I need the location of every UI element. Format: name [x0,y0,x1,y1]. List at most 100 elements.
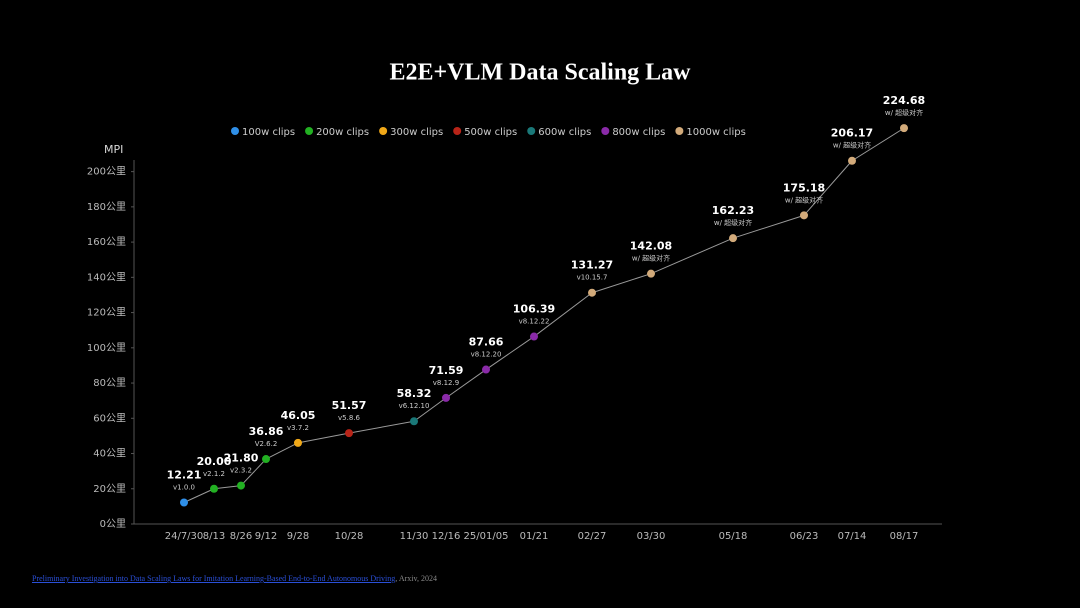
connector [591,273,652,294]
x-tick-label: 11/30 [400,531,429,542]
point [180,498,188,507]
value-label: 51.57 [332,399,367,412]
value-label: 12.21 [167,468,202,481]
annotation: v3.7.2 [287,424,309,432]
legend-label: 100w clips [242,127,295,138]
y-tick-label: 100公里 [87,342,126,354]
x-tick-label: 03/30 [637,531,666,542]
point [442,393,450,402]
connector [183,488,215,503]
point [729,234,737,243]
connector [240,458,267,486]
point [848,156,856,165]
x-tick-label: 07/14 [838,531,867,542]
point [294,438,302,447]
point [210,484,218,493]
annotation: w/ 超级对齐 [714,218,752,227]
annotation: v2.3.2 [230,467,252,475]
connector [413,397,447,422]
value-label: 106.39 [513,303,555,316]
x-tick-label: 01/21 [520,531,549,542]
connector [803,160,853,216]
connector [732,214,805,239]
legend-label: 600w clips [538,127,591,138]
legend-marker [601,127,610,135]
x-tick-label: 8/13 [203,531,225,542]
y-tick-label: 140公里 [87,271,126,283]
point [262,455,270,464]
legend-label: 500w clips [464,127,517,138]
value-label: 20.00 [197,455,232,468]
y-tick-label: 0公里 [100,518,126,530]
value-label: 175.18 [783,181,825,194]
y-tick-label: 20公里 [93,483,126,495]
point [900,124,908,133]
y-axis-label: MPI [104,143,123,156]
y-tick-label: 120公里 [87,307,126,319]
annotation: v6.12.10 [399,402,430,410]
value-label: 131.27 [571,259,613,272]
legend-label: 800w clips [612,127,665,138]
x-tick-label: 08/17 [890,531,919,542]
point [800,211,808,220]
footer-link[interactable]: Preliminary Investigation into Data Scal… [32,574,396,583]
y-tick-label: 180公里 [87,201,126,213]
chart: E2E+VLM Data Scaling Law MPI 0公里 20公里 40公里… [87,60,942,542]
annotation: w/ 超级对齐 [632,254,670,263]
value-label: 58.32 [397,387,432,400]
value-label: 142.08 [630,240,672,253]
point [345,429,353,438]
y-tick-label: 160公里 [87,236,126,248]
annotation: v10.15.7 [577,274,608,282]
annotation: w/ 超级对齐 [833,141,871,150]
annotation: v8.12.22 [519,318,550,326]
legend-marker [675,127,684,135]
y-tick-label: 80公里 [93,377,126,389]
point [482,365,490,374]
footer-suffix: , Arxiv, 2024 [395,574,437,583]
value-label: 21.80 [224,452,259,465]
annotation: v2.1.2 [203,470,225,478]
value-label: 87.66 [469,336,504,349]
x-tick-label: 8/26 [230,531,252,542]
value-label: 71.59 [429,364,464,377]
point [410,417,418,426]
legend-marker [453,127,462,135]
legend-marker [305,127,314,135]
point [530,332,538,341]
x-tick-label: 06/23 [790,531,819,542]
value-label: 162.23 [712,204,754,217]
point [588,288,596,297]
value-label: 224.68 [883,94,925,107]
legend-marker [379,127,388,135]
connector [265,442,299,460]
annotation: w/ 超级对齐 [885,108,923,117]
value-label: 46.05 [281,409,316,422]
x-tick-label: 24/7/30 [165,531,204,542]
y-tick-label: 200公里 [87,166,126,178]
connector [533,292,593,337]
legend-label: 200w clips [316,127,369,138]
connector [297,432,350,444]
annotation: v1.0.0 [173,483,195,491]
x-tick-label: 02/27 [578,531,607,542]
x-tick-label: 10/28 [335,531,364,542]
connector [445,369,487,399]
x-tick-label: 9/12 [255,531,277,542]
point [237,481,245,490]
y-tick-label: 40公里 [93,448,126,460]
value-label: 36.86 [249,425,284,438]
connector [650,237,734,275]
value-label: 206.17 [831,127,873,140]
annotation: v8.12.20 [471,351,502,359]
x-tick-label: 25/01/05 [464,531,509,542]
annotation: v5.8.6 [338,414,361,422]
footer: Preliminary Investigation into Data Scal… [32,574,437,583]
y-tick-label: 60公里 [93,412,126,424]
connector [213,485,242,490]
chart-title: E2E+VLM Data Scaling Law [389,60,691,86]
point [647,269,655,278]
x-tick-label: 05/18 [719,531,748,542]
